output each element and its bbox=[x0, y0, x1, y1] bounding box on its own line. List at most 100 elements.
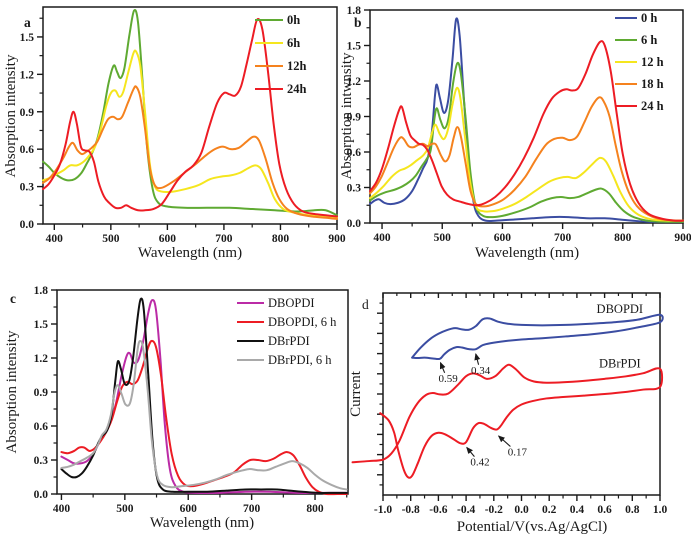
legend-label: DBrPDI bbox=[268, 334, 310, 348]
x-tick-label: 400 bbox=[373, 232, 391, 244]
series-dbrpdi bbox=[60, 297, 348, 494]
y-tick-label: 1.2 bbox=[34, 353, 49, 365]
panel-c: 400 500 600 700 800 0.0 0.3 0.6 0.9 1.2 1.5 1.8 Wave… bbox=[4, 285, 349, 531]
y-tick-label: 0.9 bbox=[347, 112, 362, 124]
legend-label: 12h bbox=[287, 59, 307, 73]
annotation-label: 0.34 bbox=[471, 365, 491, 377]
panel-letter-d: d bbox=[362, 297, 369, 312]
legend-label: DBrPDI, 6 h bbox=[268, 353, 332, 367]
ticks-b bbox=[364, 9, 684, 229]
x-tick-label: 0.4 bbox=[570, 504, 585, 516]
x-tick-label: -0.8 bbox=[402, 504, 420, 516]
x-axis-title-b: Wavelength (nm) bbox=[475, 245, 579, 261]
series-dbrpdi-cv bbox=[351, 363, 664, 479]
x-tick-label: 1.0 bbox=[653, 504, 668, 516]
annotation-label: 0.17 bbox=[508, 447, 528, 459]
series-24h bbox=[42, 18, 338, 218]
legend-a: 0h 6h 12h 24h bbox=[255, 13, 307, 96]
x-tick-label: 700 bbox=[554, 232, 572, 244]
y-axis-title-b: Absorption intwnsity bbox=[339, 52, 355, 180]
series-6h bbox=[42, 49, 338, 219]
x-tick-label: 800 bbox=[306, 503, 324, 515]
panel-a: 400 500 600 700 800 900 0.0 0.3 0.6 0.9 1.2 1.5 Wave… bbox=[3, 6, 346, 261]
series-dbopdi-6-h bbox=[60, 339, 348, 496]
y-tick-label: 1.5 bbox=[347, 41, 362, 53]
y-tick-label: 0.9 bbox=[20, 107, 35, 119]
legend-label: 0h bbox=[287, 13, 300, 27]
series-18-h bbox=[369, 96, 684, 222]
ticks-a bbox=[37, 17, 338, 230]
annotation-label: 0.42 bbox=[470, 457, 489, 469]
x-tick-label: 0.6 bbox=[597, 504, 612, 516]
x-tick-label: -0.4 bbox=[457, 504, 475, 516]
legend-b: 0 h 6 h 12 h 18 h 24 h bbox=[615, 11, 664, 113]
legend-c: DBOPDI DBOPDI, 6 h DBrPDI DBrPDI, 6 h bbox=[237, 296, 337, 367]
x-tick-label: -0.6 bbox=[429, 504, 447, 516]
y-tick-label: 0.0 bbox=[347, 218, 362, 230]
legend-label: 24 h bbox=[641, 99, 664, 113]
series-dbrpdi-6-h bbox=[60, 339, 348, 491]
y-tick-label: 0.0 bbox=[34, 489, 49, 501]
y-tick-label: 1.2 bbox=[20, 69, 35, 81]
series-12h bbox=[42, 85, 338, 221]
x-tick-label: 900 bbox=[674, 232, 691, 244]
y-tick-label: 1.8 bbox=[34, 285, 49, 297]
x-tick-label: 400 bbox=[46, 233, 64, 245]
y-tick-label: 1.5 bbox=[34, 319, 49, 331]
x-tick-label: 600 bbox=[159, 233, 177, 245]
y-axis-title-a: Absorption intensity bbox=[3, 54, 19, 177]
y-tick-label: 0.6 bbox=[34, 421, 49, 433]
curve-label: DBrPDI bbox=[599, 357, 641, 371]
legend-label: 0 h bbox=[641, 11, 657, 25]
legend-label: 6 h bbox=[641, 33, 657, 47]
y-axis-title-c: Absorption intensity bbox=[4, 330, 20, 453]
panel-letter-b: b bbox=[354, 15, 362, 30]
x-tick-label: 0.0 bbox=[514, 504, 529, 516]
legend-label: 6h bbox=[287, 36, 300, 50]
y-tick-label: 0.6 bbox=[20, 144, 35, 156]
y-tick-label: 1.2 bbox=[347, 76, 362, 88]
axes-box-d bbox=[382, 292, 661, 496]
annotation-arrow bbox=[466, 446, 475, 457]
legend-label: 24h bbox=[287, 82, 307, 96]
series-dbopdi-cv bbox=[411, 313, 664, 361]
x-tick-label: -1.0 bbox=[374, 504, 392, 516]
x-tick-label: 400 bbox=[53, 503, 71, 515]
annotation-arrow bbox=[474, 353, 481, 365]
y-tick-label: 0.3 bbox=[20, 182, 35, 194]
y-tick-label: 0.9 bbox=[34, 387, 49, 399]
y-tick-label: 0.0 bbox=[20, 219, 35, 231]
panel-letter-c: c bbox=[10, 291, 16, 306]
x-tick-label: 600 bbox=[494, 232, 512, 244]
x-tick-label: 500 bbox=[116, 503, 134, 515]
legend-label: 18 h bbox=[641, 77, 664, 91]
panel-b: 400 500 600 700 800 900 0.0 0.3 0.6 0.9 1.2 1.5 1.8 W… bbox=[339, 5, 691, 261]
x-tick-label: 900 bbox=[328, 233, 346, 245]
x-axis-title-d: Potential/V(vs.Ag/AgCl) bbox=[457, 519, 607, 535]
x-axis-title-a: Wavelength (nm) bbox=[138, 245, 242, 261]
series-0h bbox=[42, 8, 338, 217]
y-tick-label: 0.3 bbox=[34, 455, 49, 467]
panel-letter-a: a bbox=[24, 15, 31, 30]
panel-d: -1.0 -0.8 -0.6 -0.4 -0.2 0.0 0.2 0.4 0.6 0.8 1.0 Po… bbox=[348, 292, 668, 535]
annotation-label: 0.59 bbox=[438, 373, 458, 385]
x-tick-label: 0.2 bbox=[542, 504, 557, 516]
x-axis-title-c: Wavelength (nm) bbox=[150, 515, 254, 531]
x-tick-label: 800 bbox=[272, 233, 290, 245]
annotation-arrow bbox=[439, 361, 446, 373]
x-tick-label: 0.8 bbox=[625, 504, 640, 516]
x-tick-label: 700 bbox=[215, 233, 233, 245]
x-tick-label: 500 bbox=[434, 232, 452, 244]
annotation-arrow bbox=[497, 435, 511, 447]
y-tick-label: 0.3 bbox=[347, 183, 362, 195]
y-tick-label: 0.6 bbox=[347, 147, 362, 159]
x-tick-label: 600 bbox=[180, 503, 198, 515]
y-tick-label: 1.8 bbox=[347, 5, 362, 17]
curve-label: DBOPDI bbox=[597, 302, 644, 316]
series-0-h bbox=[369, 17, 684, 223]
x-tick-label: 700 bbox=[243, 503, 261, 515]
ticks-d bbox=[377, 293, 661, 501]
legend-label: DBOPDI bbox=[268, 296, 315, 310]
